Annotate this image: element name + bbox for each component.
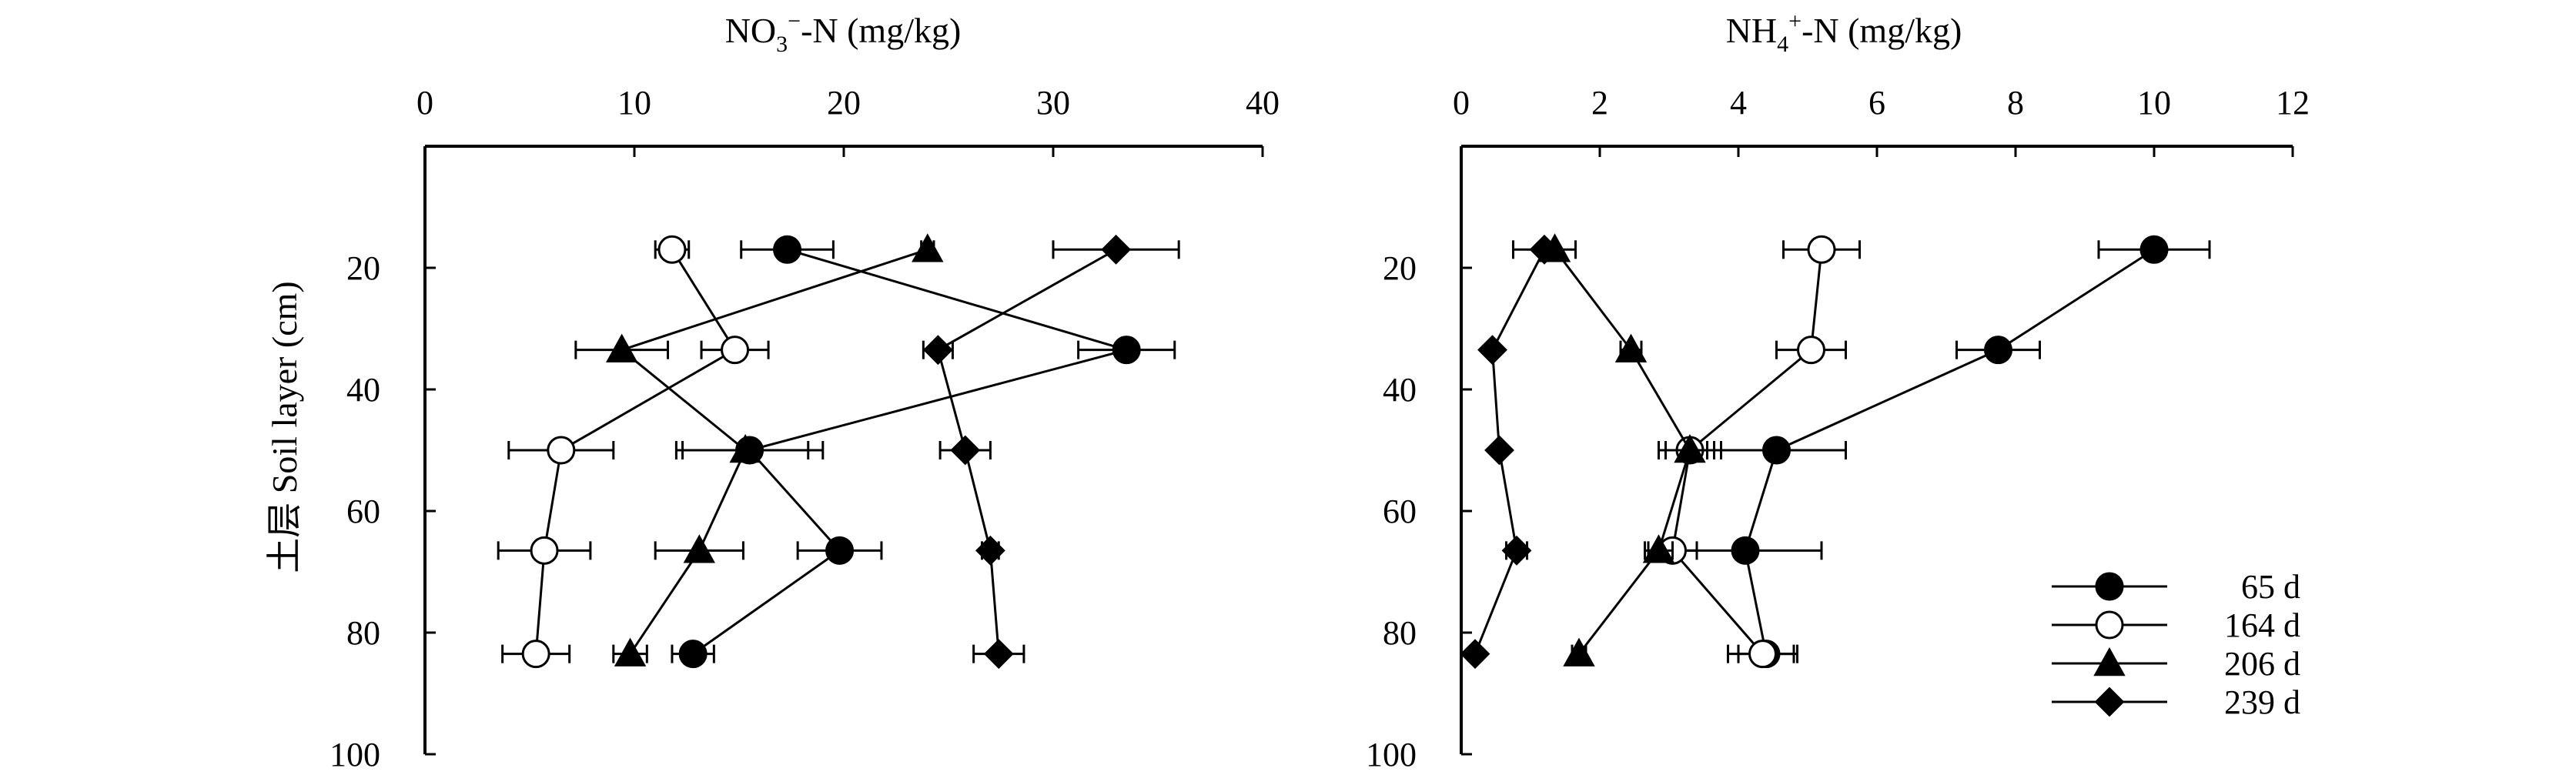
nitrate-data-point: [678, 640, 708, 669]
nitrate-data-point: [950, 435, 981, 466]
nitrate-data-point: [729, 433, 761, 463]
nitrate-data-point: [983, 639, 1014, 670]
nitrate-data-point: [1112, 336, 1141, 365]
ammonium-data-point: [1501, 535, 1532, 566]
ammonium-x-tick-label: 2: [1591, 84, 1608, 122]
ammonium-data-point: [1731, 536, 1760, 565]
ammonium-x-axis-title: NH4+-N (mg/kg): [1726, 8, 1962, 57]
ammonium-x-tick-label: 12: [2276, 84, 2310, 122]
ammonium-x-axis-title-main: NH: [1726, 11, 1777, 50]
nitrate-x-tick-label: 30: [1036, 84, 1070, 122]
legend-marker: [2095, 572, 2124, 601]
nitrate-data-point: [825, 536, 855, 565]
nitrate-series-line: [619, 248, 928, 655]
nitrate-y-tick-label: 40: [346, 371, 380, 409]
nitrate-data-point: [721, 336, 750, 365]
ammonium-series-line: [1744, 249, 2155, 654]
ammonium-data-point: [1477, 335, 1507, 366]
ammonium-x-tick-label: 4: [1730, 84, 1747, 122]
nitrate-data-point: [657, 235, 687, 264]
nitrate-panel: NO3−-N (mg/kg) 土层 Soil layer (cm) 0 10 20 3…: [265, 8, 1280, 773]
ammonium-y-tick-label: 100: [1366, 736, 1417, 773]
nitrate-data-point: [773, 235, 802, 264]
ammonium-y-tick-label: 80: [1383, 614, 1417, 652]
legend-label: 65 d: [2241, 568, 2300, 606]
ammonium-x-axis-title-rest: -N (mg/kg): [1802, 11, 1962, 50]
nitrate-x-axis-title-main: NO: [725, 11, 776, 50]
ammonium-data-point: [1529, 234, 1560, 265]
ammonium-data-point: [1460, 639, 1490, 670]
ammonium-x-axis-title-sup: +: [1788, 8, 1802, 34]
ammonium-data-point: [1674, 433, 1706, 463]
ammonium-x-tick-label: 10: [2137, 84, 2171, 122]
ammonium-data-point: [1748, 640, 1777, 669]
nitrate-data-point: [912, 233, 944, 262]
nitrate-y-tick-label: 100: [330, 736, 380, 773]
ammonium-series-164d: [1647, 235, 1861, 669]
ammonium-data-point: [1984, 336, 2012, 365]
ammonium-x-tick-label: 0: [1453, 84, 1470, 122]
nitrate-data-point: [975, 535, 1005, 566]
ammonium-x-tick-label: 8: [2007, 84, 2024, 122]
ammonium-data-point: [1614, 333, 1648, 362]
nitrate-data-point: [1101, 234, 1132, 265]
nitrate-series-164d: [497, 235, 770, 669]
ammonium-x-axis-title-sub: 4: [1777, 32, 1788, 57]
nitrate-x-tick-label: 10: [617, 84, 651, 122]
ammonium-series-65d: [1668, 235, 2211, 669]
nitrate-series-206d: [574, 233, 944, 666]
legend-entry: 239 d: [2052, 683, 2300, 721]
legend-entry: 206 d: [2052, 645, 2300, 683]
ammonium-series-206d: [1538, 233, 1722, 666]
nitrate-data-point: [521, 640, 550, 669]
ammonium-y-tick-label: 20: [1383, 249, 1417, 287]
nitrate-data-point: [547, 436, 576, 465]
nitrate-x-axis-title-sub: 3: [776, 32, 788, 57]
ammonium-y-tick-label: 40: [1383, 371, 1417, 409]
nitrate-x-axis-title-sup: −: [788, 8, 801, 34]
legend-label: 206 d: [2224, 645, 2300, 683]
nitrate-x-tick-label: 0: [417, 84, 433, 122]
legend-entry: 65 d: [2052, 568, 2300, 606]
nitrate-data-point: [614, 637, 647, 666]
nitrate-y-tick-label: 80: [346, 614, 380, 652]
nitrate-x-tick-label: 20: [827, 84, 861, 122]
ammonium-data-point: [1642, 534, 1675, 563]
legend-entry: 164 d: [2052, 606, 2300, 644]
nitrate-x-tick-label: 40: [1246, 84, 1280, 122]
nitrate-x-axis-title: NO3−-N (mg/kg): [725, 8, 962, 57]
ammonium-data-point: [1807, 235, 1836, 264]
ammonium-data-point: [1762, 436, 1791, 465]
legend-marker: [2094, 686, 2125, 717]
legend-label: 164 d: [2224, 606, 2300, 644]
ammonium-x-tick-label: 6: [1868, 84, 1885, 122]
ammonium-data-point: [2139, 235, 2169, 264]
nitrate-x-axis-title-rest: -N (mg/kg): [801, 11, 961, 50]
nitrate-data-point: [605, 333, 638, 362]
nitrate-series-239d: [922, 234, 1180, 670]
nitrate-data-point: [922, 335, 953, 366]
ammonium-series-line: [1554, 249, 1691, 655]
nitrate-data-point: [683, 534, 716, 563]
legend-marker: [2095, 610, 2124, 640]
nitrate-y-axis-title: 土层 Soil layer (cm): [265, 281, 304, 573]
nitrate-data-point: [530, 536, 559, 565]
ammonium-data-point: [1797, 336, 1825, 365]
nitrate-y-tick-label: 20: [346, 249, 380, 287]
nitrate-y-tick-label: 60: [346, 493, 380, 530]
ammonium-data-point: [1484, 435, 1514, 466]
legend-marker: [2093, 646, 2126, 676]
ammonium-series-239d: [1460, 234, 1577, 670]
ammonium-data-point: [1563, 637, 1595, 666]
legend-label: 239 d: [2224, 683, 2300, 721]
ammonium-y-tick-label: 60: [1383, 493, 1417, 530]
